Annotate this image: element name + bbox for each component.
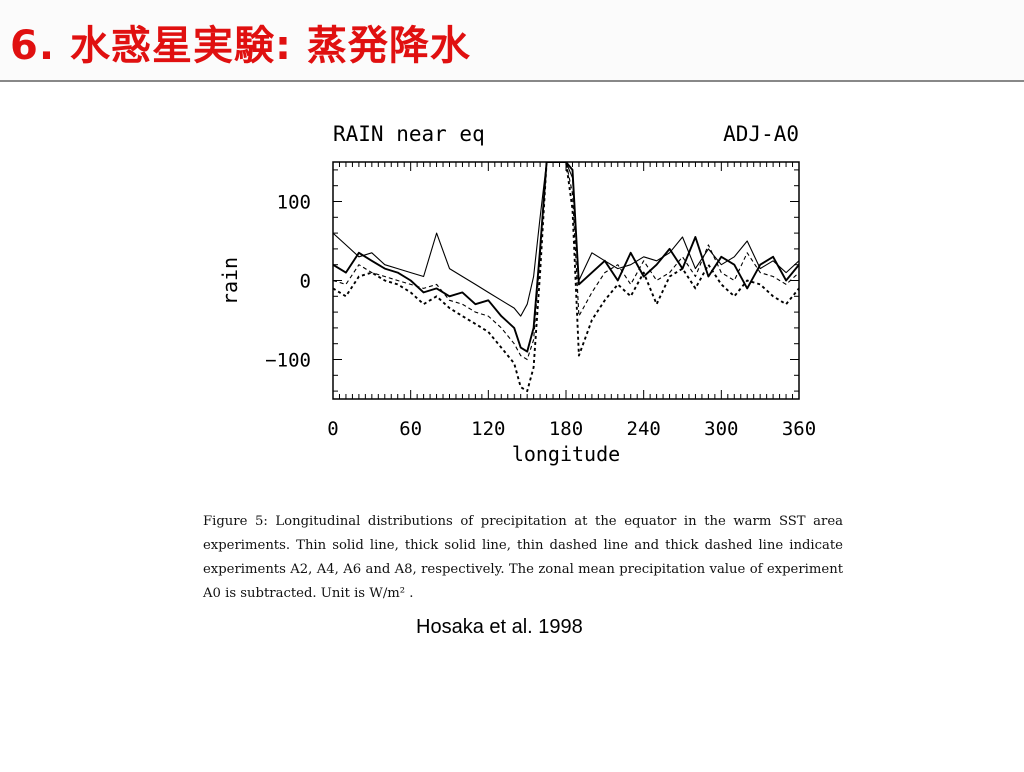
plot-frame bbox=[332, 161, 800, 400]
y-tick-label: 100 bbox=[277, 192, 311, 214]
citation-credit: Hosaka et al. 1998 bbox=[416, 616, 583, 638]
tick-labels: 0 60 120 180 240 300 360 −100 0 100 bbox=[265, 192, 816, 441]
x-tick-label: 60 bbox=[399, 418, 422, 440]
x-tick-label: 0 bbox=[327, 418, 338, 440]
slide-title: 6. 水惑星実験: 蒸発降水 bbox=[10, 23, 471, 69]
chart-title: RAIN near eq bbox=[333, 122, 485, 146]
figure-caption: Figure 5: Longitudinal distributions of … bbox=[203, 514, 843, 601]
series-line-2 bbox=[333, 162, 799, 353]
series-line-1 bbox=[333, 162, 799, 317]
y-tick-label: −100 bbox=[265, 350, 311, 372]
x-axis-label: longitude bbox=[512, 442, 620, 466]
series-lines bbox=[333, 162, 799, 393]
x-tick-label: 120 bbox=[471, 418, 505, 440]
series-line-4 bbox=[333, 162, 799, 393]
chart-subtitle: ADJ-A0 bbox=[723, 122, 799, 146]
header-divider bbox=[0, 80, 1024, 82]
axis-ticks bbox=[332, 162, 800, 399]
slide-header: 6. 水惑星実験: 蒸発降水 bbox=[0, 0, 1024, 80]
x-tick-label: 180 bbox=[549, 418, 583, 440]
x-tick-label: 300 bbox=[704, 418, 738, 440]
y-tick-label: 0 bbox=[300, 271, 311, 293]
x-tick-label: 360 bbox=[782, 418, 816, 440]
x-tick-label: 240 bbox=[627, 418, 661, 440]
y-axis-label: rain bbox=[218, 257, 242, 305]
